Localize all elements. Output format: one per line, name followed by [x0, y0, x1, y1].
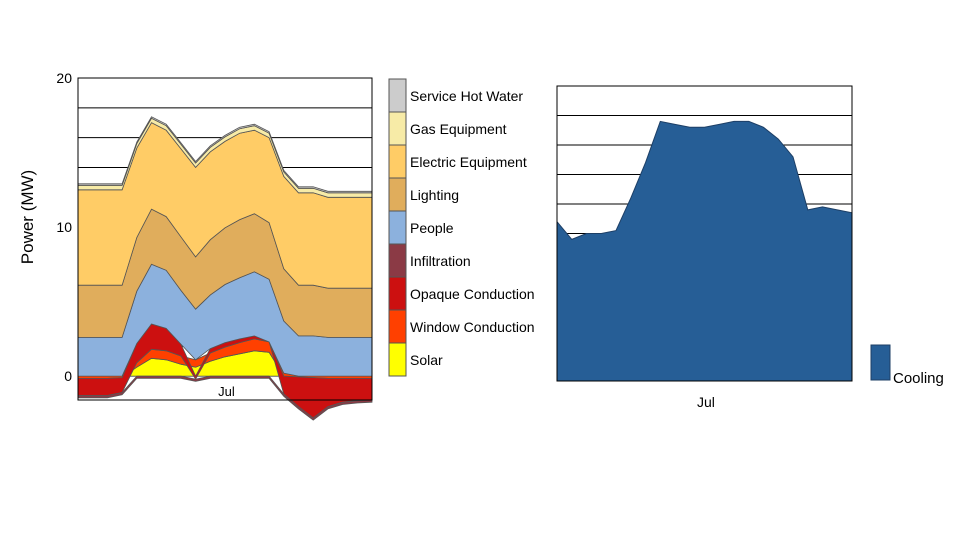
area-infiltration: [77, 375, 373, 421]
y-tick-label: 20: [56, 70, 72, 86]
right-chart-x-tick-label: Jul: [697, 394, 715, 410]
legend-swatch-lighting: [388, 177, 407, 212]
right-chart-area: [556, 120, 853, 382]
left-chart-frame: [77, 77, 373, 401]
legend-label-electric-equipment: Electric Equipment: [410, 154, 527, 170]
legend-label-solar: Solar: [410, 352, 443, 368]
y-tick-label: 0: [64, 368, 72, 384]
legend-swatch-electric-equipment: [388, 144, 407, 179]
legend-swatch-people: [388, 210, 407, 245]
legend-swatch-window-conduction: [388, 309, 407, 344]
area-cooling: [556, 120, 853, 382]
legend-swatch-infiltration: [388, 243, 407, 278]
legend-label-lighting: Lighting: [410, 187, 459, 203]
legend-swatch-opaque-conduction: [388, 276, 407, 311]
left-chart-x-tick-label: Jul: [218, 384, 235, 399]
right-chart-frame: [556, 85, 853, 382]
legend-swatch-gas-equipment: [388, 111, 407, 146]
left-chart-y-axis-label: Power (MW): [18, 170, 37, 264]
right-chart-legend: Cooling: [870, 344, 944, 387]
legend-label-opaque-conduction: Opaque Conduction: [410, 286, 535, 302]
legend-label-service-hot-water: Service Hot Water: [410, 88, 523, 104]
legend-label-gas-equipment: Gas Equipment: [410, 121, 507, 137]
right-chart: Jul Cooling: [556, 85, 944, 410]
legend-label-window-conduction: Window Conduction: [410, 319, 535, 335]
y-tick-label: 10: [56, 219, 72, 235]
legend-label-people: People: [410, 220, 454, 236]
legend-label-cooling: Cooling: [893, 370, 944, 387]
left-chart-y-ticks: 0 10 20: [56, 70, 72, 384]
legend-swatch-cooling: [870, 344, 891, 381]
legend-label-infiltration: Infiltration: [410, 253, 471, 269]
left-chart: 0 10 20 Jul Power (MW) Service Hot Water Ga…: [18, 70, 535, 421]
legend-swatch-service-hot-water: [388, 78, 407, 113]
legend-swatch-solar: [388, 342, 407, 377]
left-chart-stacked-areas: [77, 116, 373, 421]
left-chart-legend: Service Hot Water Gas Equipment Electric E…: [388, 78, 535, 377]
